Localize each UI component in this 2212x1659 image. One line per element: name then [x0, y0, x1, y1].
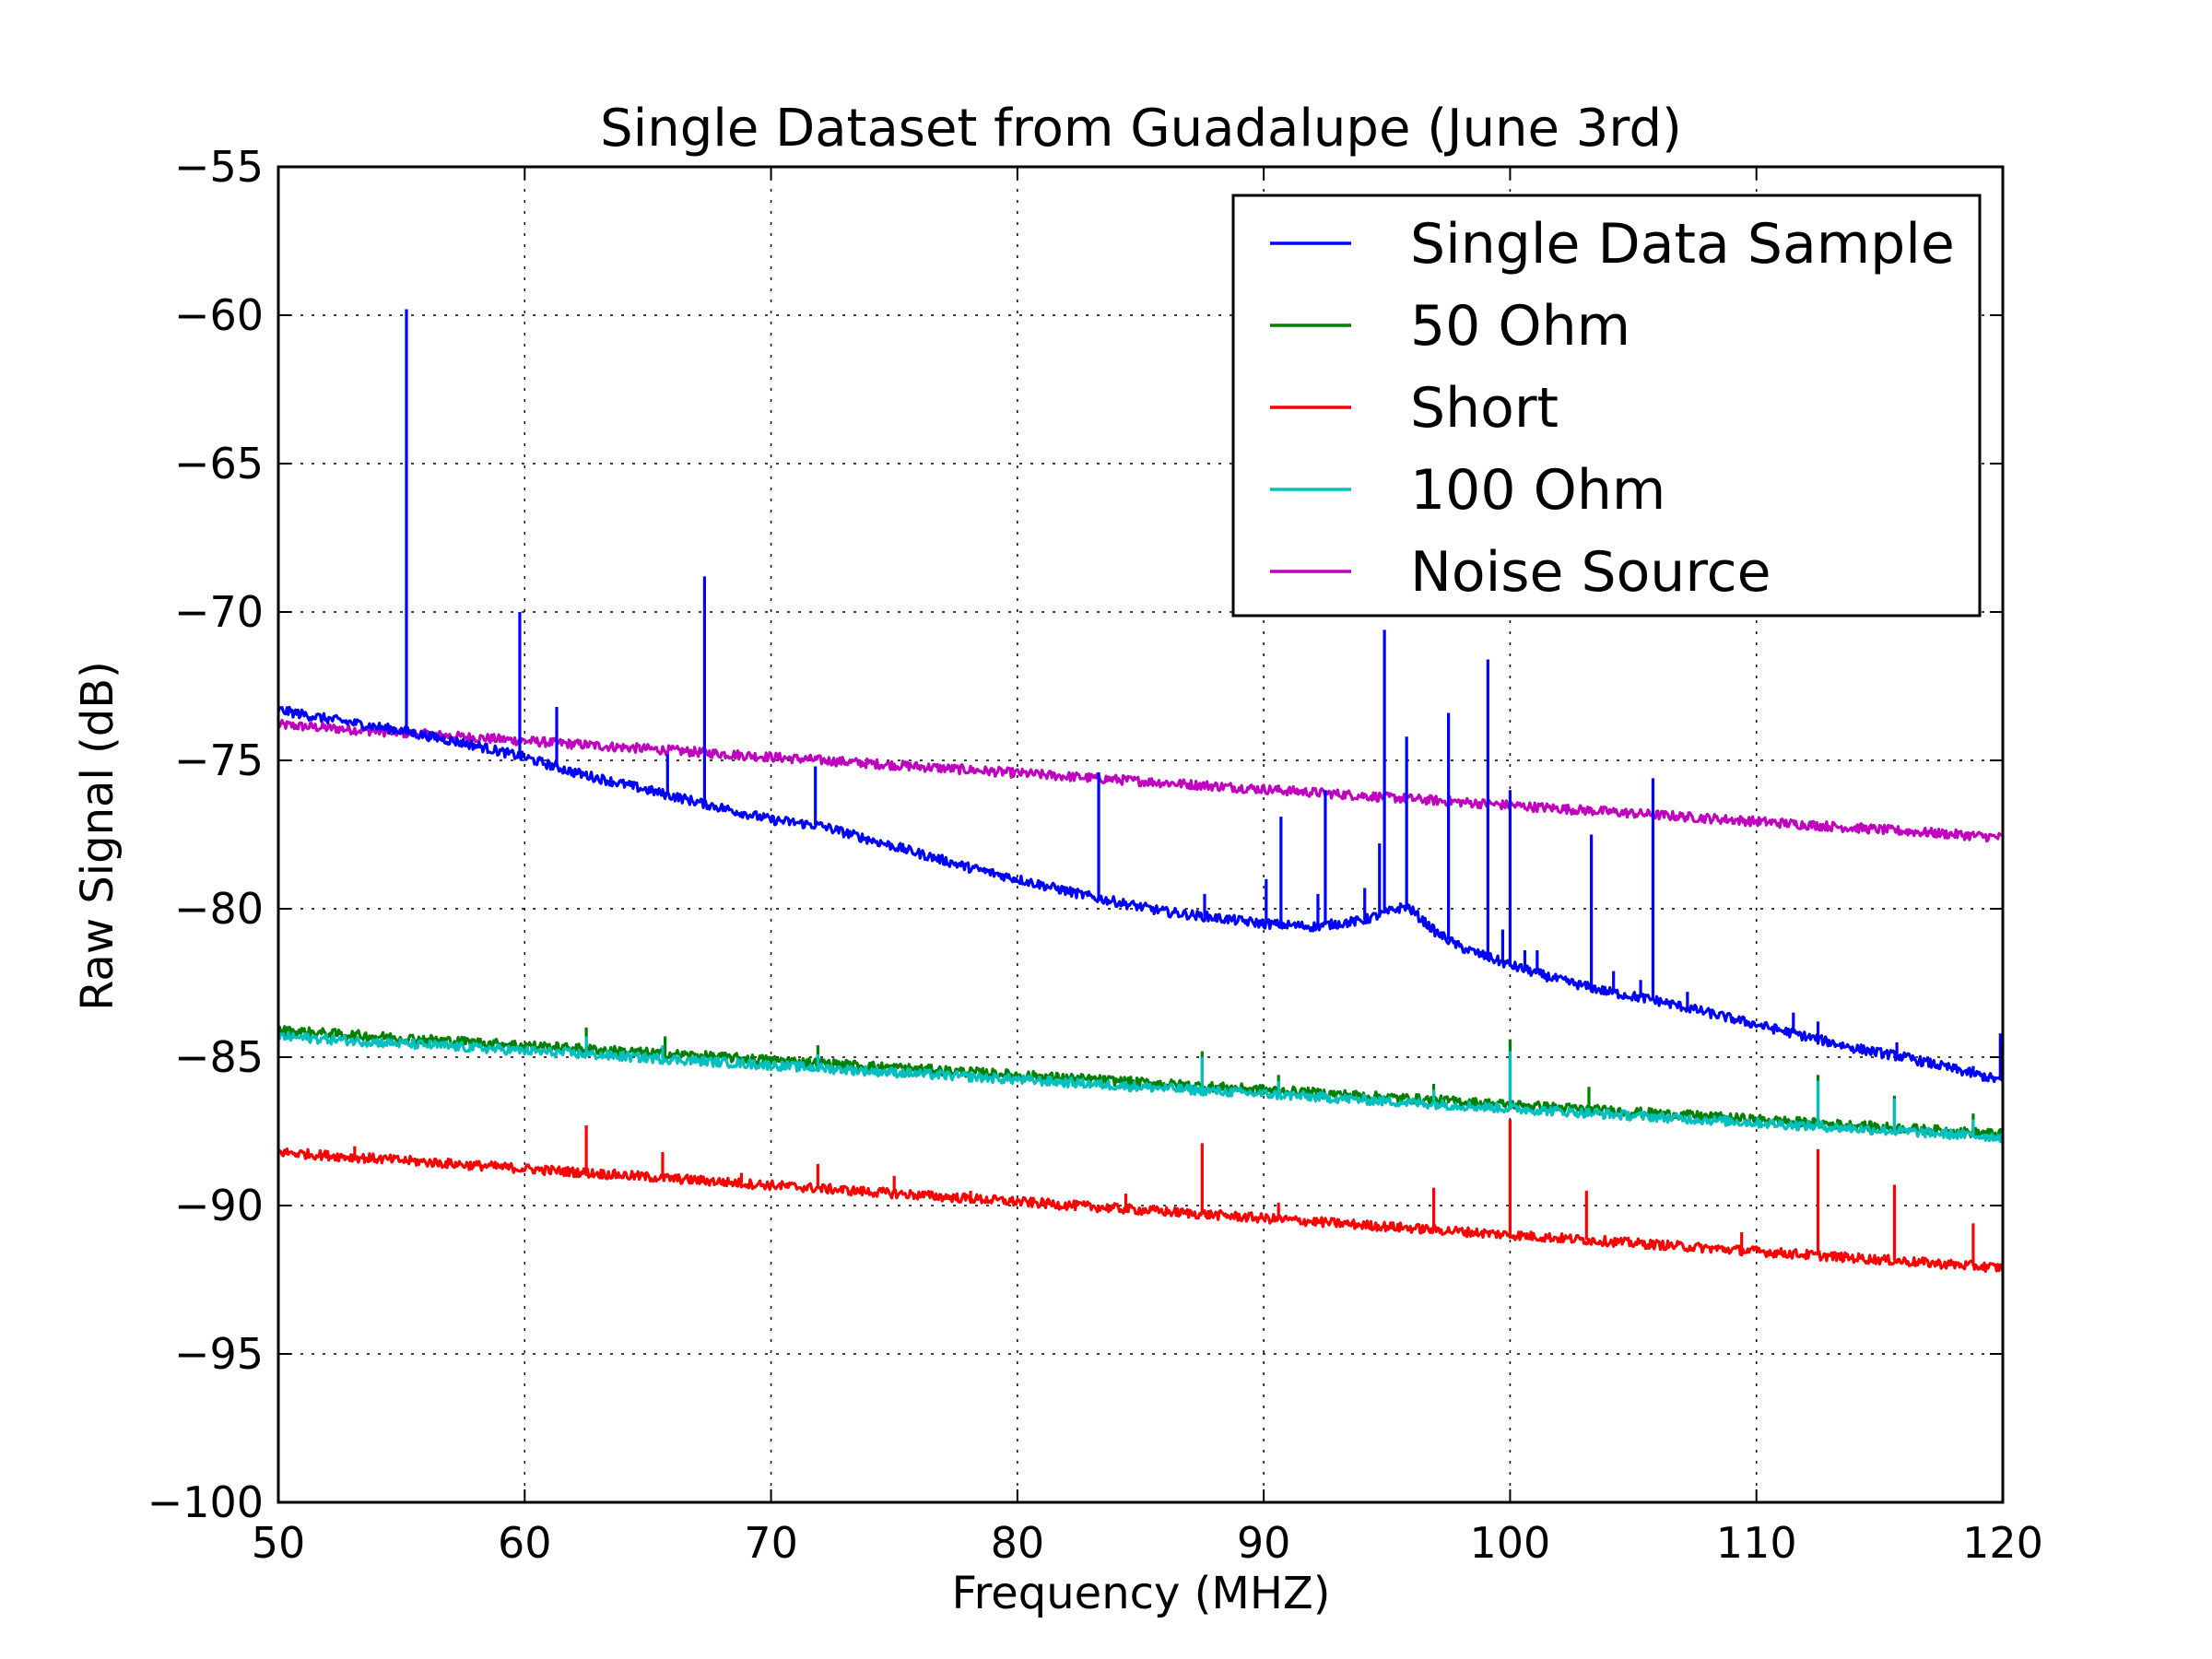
- legend-label-50-ohm: 50 Ohm: [1410, 294, 1630, 359]
- series-line-short: [277, 1147, 2005, 1274]
- y-tick-label: −80: [174, 884, 264, 934]
- series-line-single-data-sample: [276, 705, 2005, 1084]
- x-tick-label: 120: [1962, 1518, 2043, 1568]
- y-tick-label: −100: [147, 1477, 264, 1527]
- y-tick-label: −70: [174, 587, 264, 637]
- y-tick-label: −85: [174, 1032, 264, 1082]
- y-tick-label: −90: [174, 1181, 264, 1230]
- chart-title: Single Dataset from Guadalupe (June 3rd): [600, 99, 1682, 159]
- legend: Single Data Sample 50 Ohm Short 100 Ohm Nois…: [1231, 194, 1982, 618]
- plot-frame: [276, 165, 2005, 1504]
- legend-label-short: Short: [1410, 376, 1559, 441]
- x-tick-label: 110: [1716, 1518, 1797, 1568]
- plot-area: [276, 309, 2005, 1274]
- y-tick-label: −60: [174, 290, 264, 340]
- x-tick-label: 60: [498, 1518, 552, 1568]
- legend-box: [1231, 194, 1982, 618]
- legend-label-single-data-sample: Single Data Sample: [1410, 212, 1955, 276]
- y-tick-label: −55: [174, 142, 264, 192]
- series-line-100-ohm: [276, 1030, 2005, 1144]
- y-axis-label: Raw Signal (dB): [72, 661, 124, 1011]
- x-tick-label: 50: [252, 1518, 306, 1568]
- axes-ticks: 50 60 70 80 90 100 110 120 −100 −95 −90 −85 −80 −75 −7…: [147, 142, 2043, 1568]
- x-axis-label: Frequency (MHZ): [951, 1568, 1330, 1619]
- x-tick-label: 70: [744, 1518, 798, 1568]
- series-line-noise-source: [276, 718, 2004, 843]
- x-tick-label: 100: [1470, 1518, 1551, 1568]
- x-tick-label: 80: [991, 1518, 1045, 1568]
- y-tick-label: −95: [174, 1329, 264, 1379]
- legend-label-100-ohm: 100 Ohm: [1410, 458, 1665, 523]
- x-tick-label: 90: [1237, 1518, 1291, 1568]
- y-tick-label: −75: [174, 735, 264, 785]
- legend-label-noise-source: Noise Source: [1410, 540, 1771, 605]
- y-tick-label: −65: [174, 439, 264, 488]
